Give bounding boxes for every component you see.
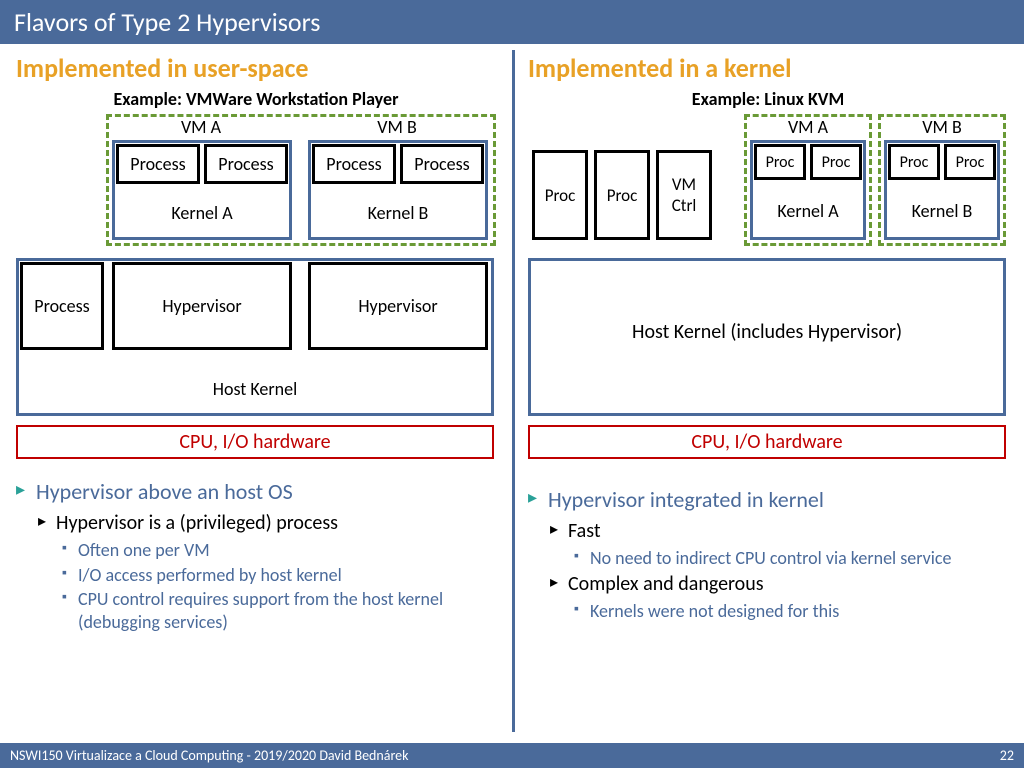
vm-a-label: VM A [106, 116, 296, 138]
r-vma-p1: Proc [810, 144, 862, 180]
left-bullets: Hypervisor above an host OS Hypervisor i… [16, 478, 496, 633]
r-vmctrl: VM Ctrl [656, 150, 712, 240]
r-proc-0: Proc [532, 150, 588, 240]
left-b3-0: Often one per VM [16, 539, 496, 562]
right-b1: Hypervisor integrated in kernel [528, 486, 1008, 513]
hypervisor-0: Hypervisor [112, 262, 292, 350]
left-b3-1: I/O access performed by host kernel [16, 564, 496, 587]
vm-b-proc-1: Process [400, 144, 484, 184]
right-bullets: Hypervisor integrated in kernel Fast No … [528, 486, 1008, 622]
r-vmb-label: VM B [878, 116, 1006, 138]
right-column: Implemented in a kernel Example: Linux K… [512, 44, 1024, 724]
left-b2-0: Hypervisor is a (privileged) process [16, 511, 496, 535]
r-vmb-p1: Proc [944, 144, 996, 180]
left-heading: Implemented in user-space [16, 52, 496, 84]
r-vma-kernel: Kernel A [750, 200, 866, 222]
right-heading: Implemented in a kernel [528, 52, 1008, 84]
vm-a-proc-1: Process [204, 144, 288, 184]
right-hw: CPU, I/O hardware [528, 425, 1006, 459]
left-b3-2: CPU control requires support from the ho… [16, 588, 496, 633]
left-column: Implemented in user-space Example: VMWar… [0, 44, 512, 724]
vm-a-kernel: Kernel A [112, 202, 292, 224]
vm-a-proc-0: Process [116, 144, 200, 184]
right-example: Example: Linux KVM [528, 88, 1008, 110]
left-example: Example: VMWare Workstation Player [16, 88, 496, 110]
vm-b-kernel: Kernel B [308, 202, 488, 224]
vm-b-proc-0: Process [312, 144, 396, 184]
r-vma-label: VM A [744, 116, 872, 138]
host-process: Process [20, 262, 104, 350]
left-diagram: VM A Process Process Kernel A VM B Proce… [16, 110, 496, 470]
footer-bar: NSWI150 Virtualizace a Cloud Computing -… [0, 743, 1024, 768]
right-b3b-0: Kernels were not designed for this [528, 600, 1008, 623]
slide-title: Flavors of Type 2 Hypervisors [0, 0, 1024, 44]
right-b3a-0: No need to indirect CPU control via kern… [528, 547, 1008, 570]
right-b2a: Fast [528, 519, 1008, 543]
footer-text: NSWI150 Virtualizace a Cloud Computing -… [10, 747, 409, 764]
right-diagram: Proc Proc VM Ctrl VM A Proc Proc Kernel … [528, 110, 1008, 470]
left-hw: CPU, I/O hardware [16, 425, 494, 459]
page-number: 22 [1000, 747, 1014, 764]
r-proc-1: Proc [594, 150, 650, 240]
left-b1: Hypervisor above an host OS [16, 478, 496, 505]
host-kernel: Host Kernel [16, 378, 494, 400]
vm-b-label: VM B [302, 116, 492, 138]
main-content: Implemented in user-space Example: VMWar… [0, 44, 1024, 724]
r-vmb-kernel: Kernel B [884, 200, 1000, 222]
hypervisor-1: Hypervisor [308, 262, 488, 350]
r-host-kernel: Host Kernel (includes Hypervisor) [528, 320, 1006, 344]
r-vmb-p0: Proc [888, 144, 940, 180]
right-b2b: Complex and dangerous [528, 572, 1008, 596]
r-vma-p0: Proc [754, 144, 806, 180]
